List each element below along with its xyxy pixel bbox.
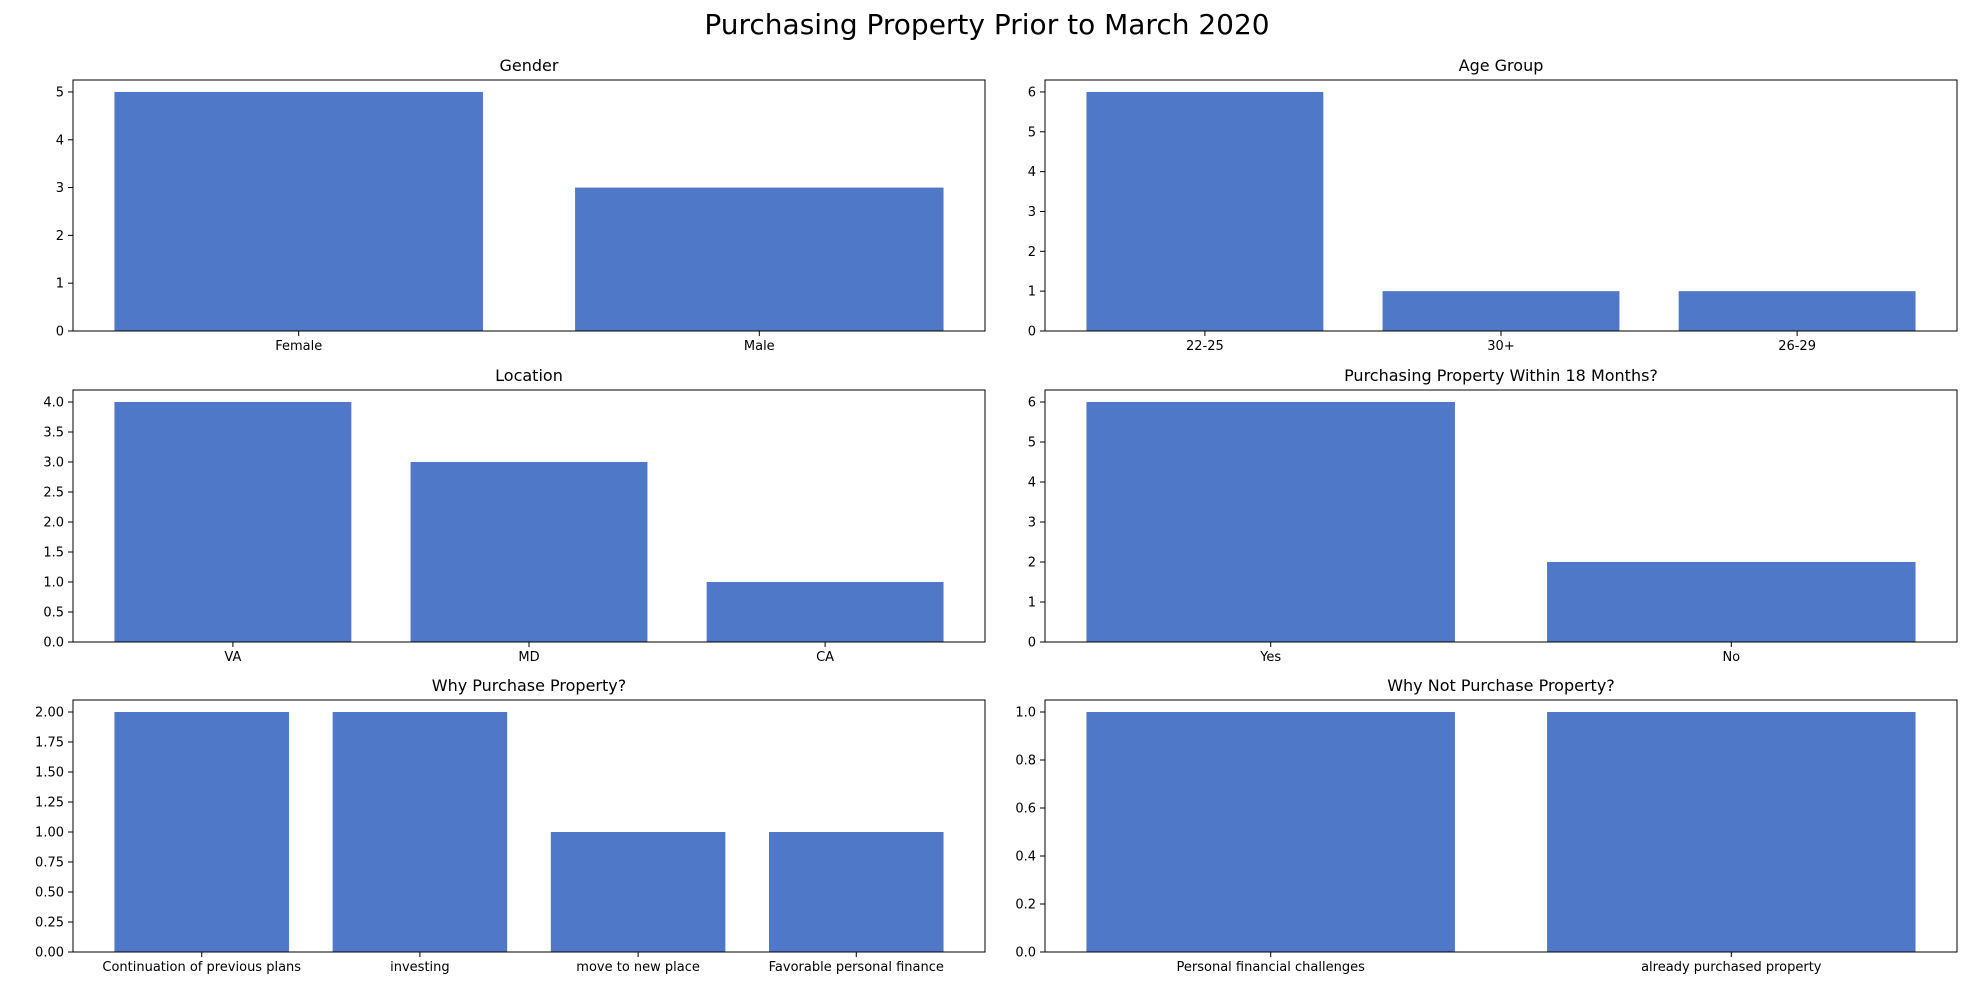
y-tick-label: 2.00 <box>35 706 64 721</box>
y-tick-label: 0.5 <box>43 606 64 621</box>
x-tick-label: Male <box>744 339 775 354</box>
x-tick-label: VA <box>224 650 241 665</box>
axes-frame <box>72 79 986 332</box>
bar <box>114 402 352 642</box>
subplot-1: 0 1 2 3 4 5 Female Male Gender <box>56 56 986 354</box>
y-tick-label: 0 <box>1028 636 1036 651</box>
bar <box>550 832 726 952</box>
y-tick-label: 2 <box>1028 245 1036 260</box>
x-tick-label: MD <box>518 650 539 665</box>
y-tick-label: 1.50 <box>35 766 64 781</box>
x-tick-label: Personal financial challenges <box>1177 960 1366 975</box>
axes-frame <box>72 699 986 953</box>
y-tick-label: 1.5 <box>43 546 64 561</box>
y-tick-label: 0.0 <box>43 636 64 651</box>
y-tick-label: 4 <box>56 133 64 148</box>
y-tick-label: 0.00 <box>35 946 64 961</box>
bar <box>114 91 483 331</box>
y-tick-label: 1.00 <box>35 826 64 841</box>
y-tick-label: 0.2 <box>1015 898 1036 913</box>
y-tick-label: 2.5 <box>43 486 64 501</box>
y-tick-label: 3 <box>1028 205 1036 220</box>
y-tick-label: 1 <box>1028 285 1036 300</box>
y-tick-label: 1.0 <box>43 576 64 591</box>
y-tick-label: 4.0 <box>43 396 64 411</box>
y-tick-label: 0.8 <box>1015 754 1036 769</box>
subplot-5: 0.00 0.25 0.50 0.75 1.00 1.25 1.50 1.75 2.00 Cont… <box>35 676 986 975</box>
y-tick-label: 5 <box>56 85 64 100</box>
y-tick-label: 3 <box>56 181 64 196</box>
y-tick-label: 1.0 <box>1015 706 1036 721</box>
x-tick-label: Favorable personal finance <box>769 960 944 975</box>
y-tick-label: 1 <box>56 277 64 292</box>
bar <box>1382 291 1620 331</box>
subplot-4: 0 1 2 3 4 5 6 Yes No Purchasing Property Within 1… <box>1028 366 1958 665</box>
bar <box>1678 291 1916 331</box>
y-tick-label: 1.75 <box>35 736 64 751</box>
subplot-title: Why Purchase Property? <box>432 676 626 695</box>
x-tick-label: already purchased property <box>1641 960 1822 975</box>
y-tick-label: 3.0 <box>43 456 64 471</box>
subplot-title: Age Group <box>1459 56 1544 75</box>
subplot-title: Why Not Purchase Property? <box>1387 676 1615 695</box>
subplot-3: 0.0 0.5 1.0 1.5 2.0 2.5 3.0 3.5 4.0 VA MD CA Locatio… <box>43 366 986 665</box>
bar <box>410 462 648 642</box>
bar <box>1086 91 1324 331</box>
axes-frame <box>1044 699 1958 953</box>
bar <box>1547 712 1916 952</box>
x-tick-label: move to new place <box>576 960 700 975</box>
y-tick-label: 0.50 <box>35 886 64 901</box>
y-tick-label: 2 <box>1028 556 1036 571</box>
bar <box>575 187 944 331</box>
y-tick-label: 1 <box>1028 596 1036 611</box>
subplot-2: 0 1 2 3 4 5 6 22-25 30+ 26-29 Age Group <box>1028 56 1958 354</box>
bar <box>332 712 508 952</box>
y-tick-label: 5 <box>1028 125 1036 140</box>
x-tick-label: 26-29 <box>1778 339 1816 354</box>
y-tick-label: 0.0 <box>1015 946 1036 961</box>
x-tick-label: Continuation of previous plans <box>102 960 301 975</box>
y-tick-label: 5 <box>1028 436 1036 451</box>
subplot-title: Gender <box>500 56 559 75</box>
x-tick-label: investing <box>390 960 450 975</box>
x-tick-label: CA <box>816 650 834 665</box>
y-tick-label: 1.25 <box>35 796 64 811</box>
y-tick-label: 4 <box>1028 476 1036 491</box>
subplot-title: Location <box>495 366 563 385</box>
x-tick-label: 30+ <box>1487 339 1514 354</box>
axes-frame <box>1044 389 1958 643</box>
y-tick-label: 2.0 <box>43 516 64 531</box>
figure-title: Purchasing Property Prior to March 2020 <box>704 8 1270 41</box>
y-tick-label: 0.4 <box>1015 850 1036 865</box>
y-tick-label: 0.75 <box>35 856 64 871</box>
subplot-title: Purchasing Property Within 18 Months? <box>1344 366 1658 385</box>
x-tick-label: Yes <box>1259 650 1281 665</box>
x-tick-label: Female <box>275 339 322 354</box>
y-tick-label: 0 <box>1028 325 1036 340</box>
y-tick-label: 0.25 <box>35 916 64 931</box>
y-tick-label: 4 <box>1028 165 1036 180</box>
y-tick-label: 6 <box>1028 396 1036 411</box>
y-tick-label: 3.5 <box>43 426 64 441</box>
y-tick-label: 3 <box>1028 516 1036 531</box>
bar <box>1086 402 1455 642</box>
bar <box>706 582 944 642</box>
x-tick-label: 22-25 <box>1186 339 1224 354</box>
bar <box>769 832 944 952</box>
bar <box>1086 712 1455 952</box>
subplot-6: 0.0 0.2 0.4 0.6 0.8 1.0 Personal financial cha… <box>1015 676 1958 975</box>
y-tick-label: 6 <box>1028 85 1036 100</box>
bar <box>114 712 289 952</box>
y-tick-label: 0 <box>56 325 64 340</box>
y-tick-label: 0.6 <box>1015 802 1036 817</box>
bar <box>1547 562 1916 642</box>
x-tick-label: No <box>1722 650 1740 665</box>
y-tick-label: 2 <box>56 229 64 244</box>
